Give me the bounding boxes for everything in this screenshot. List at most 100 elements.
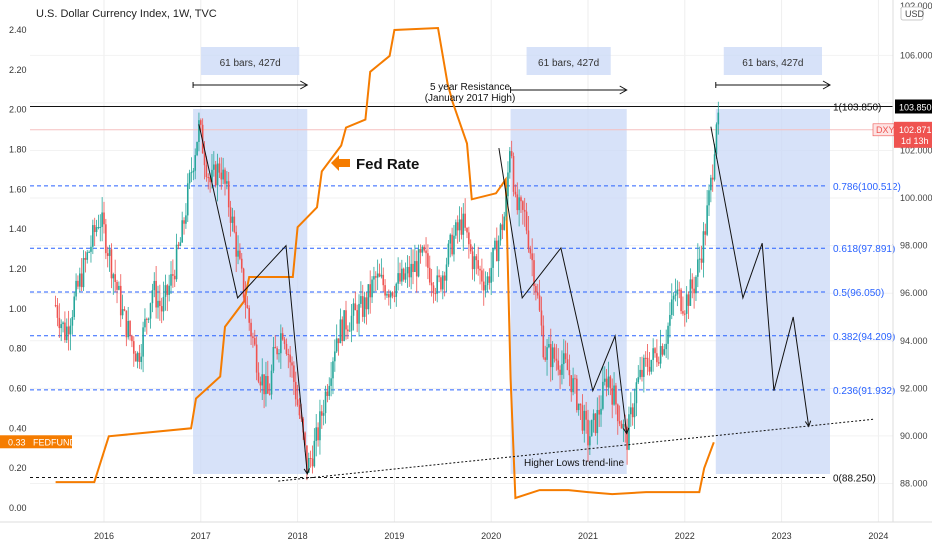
candle-body: [112, 274, 115, 279]
dxy-candle: [330, 362, 332, 397]
candle-body: [395, 283, 398, 297]
candle-body: [147, 318, 150, 320]
candle-body: [589, 436, 591, 446]
candle-body: [263, 374, 265, 395]
dxy-candle: [563, 339, 565, 379]
candle-body: [557, 360, 560, 370]
candle-body: [563, 353, 565, 365]
candle-body: [283, 339, 286, 344]
dxy-candle: [654, 347, 656, 358]
candle-body: [291, 362, 293, 366]
dxy-candle: [443, 271, 446, 297]
dxy-candle: [157, 285, 159, 319]
candle-body: [428, 267, 431, 283]
candle-body: [300, 415, 303, 419]
dxy-candle: [257, 362, 260, 384]
dxy-candle: [626, 418, 628, 465]
candle-body: [635, 382, 638, 404]
candle-body: [194, 155, 197, 171]
dxy-candle: [667, 322, 669, 360]
candle-body: [691, 279, 694, 289]
dxy-candle: [382, 267, 385, 292]
candle-body: [397, 273, 399, 284]
dxy-candle: [501, 214, 504, 240]
dxy-candle: [427, 244, 429, 280]
candle-body: [127, 321, 129, 338]
candle-body: [479, 268, 481, 271]
right-tick-label: 88.000: [900, 478, 928, 488]
candle-body: [442, 275, 444, 290]
candle-body: [481, 270, 483, 282]
fed-tag-name: FEDFUNDS: [33, 437, 82, 447]
candle-body: [464, 213, 466, 228]
candle-body: [386, 294, 388, 296]
candle-body: [144, 318, 146, 328]
projection-arrowhead: [622, 427, 630, 435]
dxy-candle: [367, 284, 370, 315]
dxy-candle: [231, 207, 234, 232]
candle-body: [244, 297, 247, 306]
dxy-candle: [445, 257, 448, 292]
dxy-candle: [315, 414, 318, 457]
candle-body: [82, 257, 85, 288]
dxy-candle: [369, 270, 371, 314]
candle-body: [79, 273, 81, 287]
x-tick-label: 2019: [384, 531, 404, 541]
resistance-label-1: 5 year Resistance: [430, 82, 510, 93]
candle-body: [711, 177, 714, 180]
candle-body: [73, 296, 76, 318]
candle-body: [538, 295, 541, 311]
candle-body: [248, 307, 250, 323]
dxy-candle: [350, 304, 353, 343]
dxy-candle: [84, 251, 87, 273]
candle-body: [105, 224, 107, 254]
dxy-candle: [67, 310, 70, 351]
candle-body: [317, 427, 319, 441]
dxy-candle: [455, 219, 457, 239]
dxy-candle: [149, 302, 152, 329]
candle-body: [186, 183, 189, 216]
dxy-candle: [259, 376, 262, 393]
candle-body: [620, 423, 623, 429]
candle-body: [369, 284, 371, 298]
candle-body: [250, 322, 252, 337]
candle-body: [296, 399, 299, 405]
dxy-candle: [672, 292, 675, 316]
candle-body: [520, 197, 522, 202]
candle-body: [294, 381, 297, 400]
candle-body: [616, 404, 619, 422]
dxy-candle: [341, 316, 344, 346]
dxy-candle: [553, 343, 556, 363]
dxy-candle: [613, 372, 615, 406]
candle-body: [423, 246, 425, 251]
dxy-name-tag-bg: [872, 123, 895, 137]
candle-body: [319, 411, 321, 441]
candle-body: [609, 376, 612, 389]
candle-body: [585, 410, 587, 420]
dxy-candle: [706, 190, 708, 237]
dxy-candle: [374, 271, 377, 292]
candle-body: [259, 381, 262, 386]
candle-body: [181, 220, 183, 243]
candle-body: [106, 253, 109, 256]
candle-body: [672, 295, 675, 300]
candle-body: [75, 280, 77, 297]
candle-body: [270, 370, 273, 395]
dxy-candle: [324, 385, 327, 424]
dxy-candle: [401, 259, 403, 286]
dxy-candle: [92, 219, 94, 255]
candle-body: [443, 275, 446, 281]
dxy-candle: [216, 153, 219, 202]
candle-body: [123, 309, 126, 311]
candle-body: [421, 246, 424, 253]
candle-body: [255, 344, 258, 373]
candle-body: [90, 246, 92, 252]
candle-body: [177, 244, 180, 246]
candle-body: [643, 357, 645, 377]
dxy-candle: [641, 356, 643, 382]
candle-body: [667, 325, 669, 344]
dxy-candle: [544, 345, 546, 362]
candle-body: [509, 151, 511, 173]
dxy-candle: [337, 338, 340, 356]
projection-path-3: [710, 126, 810, 427]
